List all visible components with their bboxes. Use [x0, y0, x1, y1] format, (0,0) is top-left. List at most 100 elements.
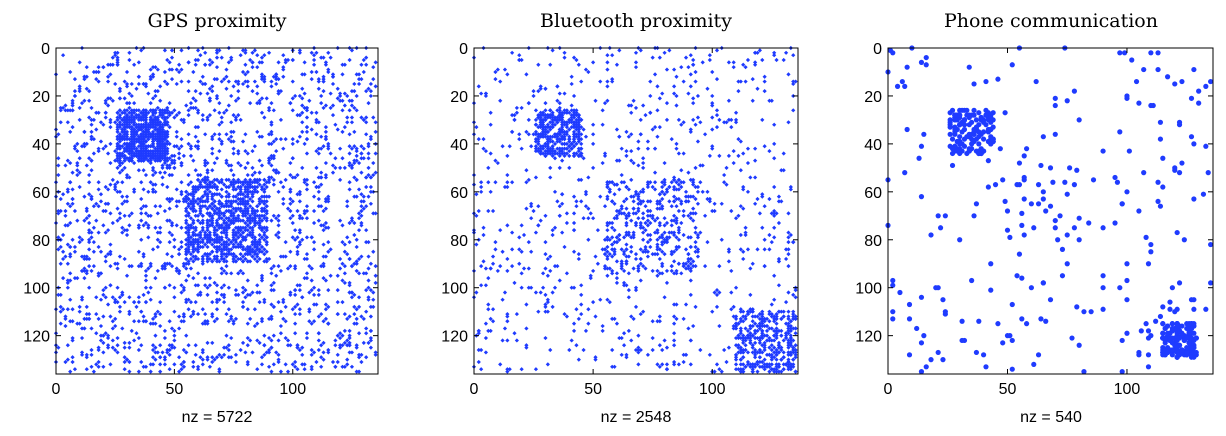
point-gps-proximity-3157	[304, 177, 310, 182]
point-gps-proximity-439	[195, 271, 201, 276]
point-bluetooth-proximity-819	[776, 345, 782, 350]
point-bluetooth-proximity-1046	[564, 271, 570, 276]
point-gps-proximity-443	[238, 192, 243, 197]
point-gps-proximity-519	[124, 175, 130, 180]
point-gps-proximity-1881	[307, 98, 312, 103]
point-gps-proximity-241	[167, 67, 172, 72]
point-gps-proximity-2412	[359, 151, 364, 156]
point-gps-proximity-37	[103, 208, 108, 214]
point-gps-proximity-260	[188, 252, 194, 257]
point-bluetooth-proximity-1321	[607, 187, 612, 192]
point-gps-proximity-1421	[122, 136, 127, 142]
point-gps-proximity-1429	[207, 364, 212, 369]
point-bluetooth-proximity-194	[760, 117, 765, 123]
point-gps-proximity-888	[172, 362, 177, 367]
point-gps-proximity-2406	[141, 252, 146, 257]
point-gps-proximity-3050	[195, 146, 201, 151]
point-bluetooth-proximity-997	[664, 240, 670, 245]
point-gps-proximity-362	[245, 151, 250, 156]
point-gps-proximity-1586	[297, 213, 302, 218]
point-bluetooth-proximity-117	[648, 208, 653, 214]
point-gps-proximity-1188	[214, 211, 220, 216]
point-bluetooth-proximity-1358	[562, 91, 567, 96]
point-gps-proximity-2536	[165, 196, 170, 202]
point-bluetooth-proximity-177	[571, 151, 577, 156]
point-gps-proximity-3038	[297, 242, 302, 247]
point-bluetooth-proximity-1112	[693, 264, 698, 269]
point-gps-proximity-2001	[236, 230, 241, 235]
point-gps-proximity-1582	[257, 158, 262, 163]
point-gps-proximity-2208	[364, 132, 369, 137]
point-gps-proximity-747	[79, 335, 85, 341]
point-gps-proximity-1871	[231, 146, 236, 151]
point-gps-proximity-1876	[165, 148, 170, 154]
point-gps-proximity-810	[167, 101, 172, 106]
point-gps-proximity-2907	[288, 343, 293, 348]
point-gps-proximity-459	[231, 319, 236, 324]
point-gps-proximity-1801	[302, 91, 307, 96]
point-gps-proximity-2273	[222, 213, 227, 218]
point-bluetooth-proximity-1355	[683, 247, 689, 252]
point-gps-proximity-710	[255, 204, 260, 209]
point-gps-proximity-2654	[148, 297, 153, 302]
point-gps-proximity-2144	[214, 55, 220, 60]
point-gps-proximity-3044	[231, 129, 236, 134]
point-gps-proximity-2944	[342, 340, 347, 345]
point-bluetooth-proximity-1130	[669, 218, 674, 223]
point-bluetooth-proximity-166	[619, 266, 624, 271]
point-gps-proximity-60	[70, 237, 75, 242]
point-gps-proximity-2836	[326, 196, 331, 202]
point-bluetooth-proximity-593	[655, 244, 660, 250]
point-gps-proximity-1143	[179, 48, 184, 53]
point-gps-proximity-803	[252, 237, 257, 242]
point-gps-proximity-259	[302, 180, 307, 185]
point-gps-proximity-608	[226, 355, 231, 360]
point-bluetooth-proximity-584	[736, 367, 741, 372]
point-gps-proximity-2910	[124, 148, 130, 154]
point-gps-proximity-1648	[148, 117, 153, 123]
point-bluetooth-proximity-735	[519, 223, 524, 228]
point-gps-proximity-665	[203, 283, 208, 288]
point-gps-proximity-1298	[349, 216, 355, 221]
point-bluetooth-proximity-1168	[550, 139, 555, 144]
point-gps-proximity-2827	[127, 158, 132, 163]
point-gps-proximity-301	[72, 208, 78, 214]
point-gps-proximity-2661	[139, 132, 144, 137]
point-gps-proximity-1684	[120, 225, 125, 230]
point-gps-proximity-2665	[122, 345, 127, 350]
point-gps-proximity-485	[188, 235, 194, 240]
point-gps-proximity-1023	[203, 175, 208, 180]
point-bluetooth-proximity-436	[695, 93, 701, 99]
point-gps-proximity-2775	[229, 213, 234, 218]
point-gps-proximity-487	[96, 230, 101, 235]
point-bluetooth-proximity-989	[550, 144, 555, 149]
point-gps-proximity-1609	[364, 326, 369, 331]
point-gps-proximity-1235	[250, 350, 255, 355]
point-gps-proximity-329	[162, 156, 168, 161]
point-gps-proximity-544	[266, 350, 272, 355]
point-bluetooth-proximity-473	[762, 319, 767, 324]
point-gps-proximity-1402	[153, 108, 158, 113]
point-gps-proximity-3366	[245, 292, 250, 297]
point-gps-proximity-1062	[283, 136, 288, 142]
point-gps-proximity-3268	[193, 199, 198, 204]
point-gps-proximity-3209	[139, 48, 144, 53]
point-gps-proximity-2647	[304, 182, 310, 187]
point-bluetooth-proximity-1064	[657, 364, 662, 369]
point-gps-proximity-2717	[231, 211, 236, 216]
point-gps-proximity-2056	[364, 115, 369, 120]
point-gps-proximity-2726	[205, 168, 210, 173]
point-bluetooth-proximity-188	[733, 343, 739, 348]
point-gps-proximity-1425	[82, 194, 87, 199]
point-bluetooth-proximity-1151	[736, 321, 741, 326]
point-bluetooth-proximity-1259	[602, 266, 608, 271]
point-bluetooth-proximity-952	[564, 132, 570, 137]
point-gps-proximity-2351	[345, 316, 350, 321]
point-gps-proximity-865	[134, 115, 139, 120]
point-gps-proximity-1099	[141, 319, 146, 324]
point-gps-proximity-739	[349, 146, 355, 151]
point-gps-proximity-2394	[77, 170, 82, 175]
point-gps-proximity-1076	[214, 77, 220, 82]
point-bluetooth-proximity-447	[536, 204, 541, 209]
point-gps-proximity-772	[136, 168, 141, 173]
